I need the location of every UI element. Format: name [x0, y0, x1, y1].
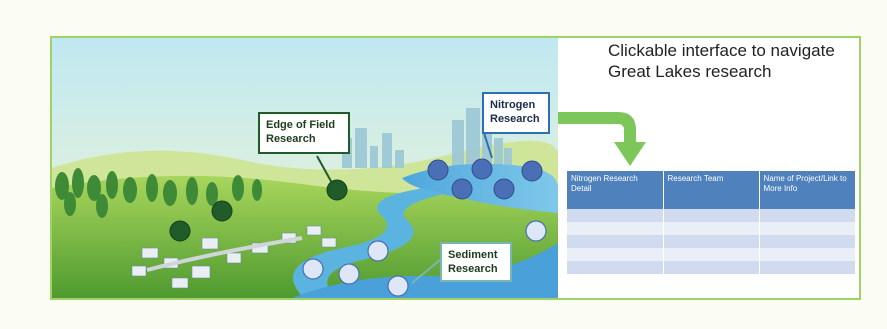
table-cell — [663, 222, 760, 235]
tree-line — [55, 168, 262, 218]
table-cell — [567, 235, 664, 248]
table-cell — [759, 209, 855, 222]
watershed-scene — [52, 38, 558, 298]
nitrogen-site-marker[interactable] — [471, 158, 493, 180]
table-cell — [759, 235, 855, 248]
table-cell — [567, 209, 664, 222]
nitrogen-site-marker[interactable] — [451, 178, 473, 200]
sediment-site-marker[interactable] — [525, 220, 547, 242]
page-title: Clickable interface to navigate Great La… — [608, 40, 835, 82]
table-row[interactable] — [567, 209, 855, 222]
table-cell — [567, 248, 664, 261]
page-title-line2: Great Lakes research — [608, 62, 772, 81]
table-cell — [663, 261, 760, 274]
table-cell — [567, 222, 664, 235]
sediment-site-marker[interactable] — [387, 275, 409, 297]
table-row[interactable] — [567, 261, 855, 274]
nitrogen-site-marker[interactable] — [493, 178, 515, 200]
city-skyline — [342, 108, 512, 168]
table-cell — [663, 248, 760, 261]
sediment-site-marker[interactable] — [302, 258, 324, 280]
houses — [131, 225, 337, 289]
table-cell — [759, 248, 855, 261]
table-header-row: Nitrogen Research Detail Research Team N… — [567, 171, 855, 209]
edge-of-field-site-marker[interactable] — [211, 200, 233, 222]
edge-of-field-label-line2: Research — [266, 133, 316, 145]
nitrogen-markers — [427, 158, 543, 200]
curved-arrow-down-icon — [558, 112, 646, 166]
table-row[interactable] — [567, 248, 855, 261]
sediment-research-callout[interactable]: Sediment Research — [440, 242, 512, 282]
sediment-label-line2: Research — [448, 263, 498, 275]
edge-of-field-markers — [169, 179, 348, 242]
nitrogen-label-line1: Nitrogen — [490, 99, 536, 111]
landscape-illustration — [52, 38, 558, 298]
column-header-team[interactable]: Research Team — [663, 171, 760, 209]
edge-of-field-callout[interactable]: Edge of Field Research — [258, 112, 350, 154]
table-row[interactable] — [567, 235, 855, 248]
table-cell — [663, 209, 760, 222]
sediment-markers — [302, 220, 547, 297]
column-header-detail[interactable]: Nitrogen Research Detail — [567, 171, 664, 209]
table-cell — [759, 222, 855, 235]
research-detail-table: Nitrogen Research Detail Research Team N… — [567, 171, 855, 274]
sediment-label-line1: Sediment — [448, 249, 498, 261]
column-header-project-link[interactable]: Name of Project/Link to More Info — [759, 171, 855, 209]
nitrogen-site-marker[interactable] — [521, 160, 543, 182]
sediment-site-marker[interactable] — [367, 240, 389, 262]
table-cell — [663, 235, 760, 248]
nitrogen-label-line2: Research — [490, 113, 540, 125]
table-cell — [759, 261, 855, 274]
table-cell — [567, 261, 664, 274]
edge-of-field-site-marker[interactable] — [169, 220, 191, 242]
table-row[interactable] — [567, 222, 855, 235]
nitrogen-research-callout[interactable]: Nitrogen Research — [482, 92, 550, 134]
nitrogen-site-marker[interactable] — [427, 159, 449, 181]
page-title-line1: Clickable interface to navigate — [608, 41, 835, 60]
edge-of-field-site-marker[interactable] — [326, 179, 348, 201]
edge-of-field-label-line1: Edge of Field — [266, 119, 336, 131]
sediment-site-marker[interactable] — [338, 263, 360, 285]
